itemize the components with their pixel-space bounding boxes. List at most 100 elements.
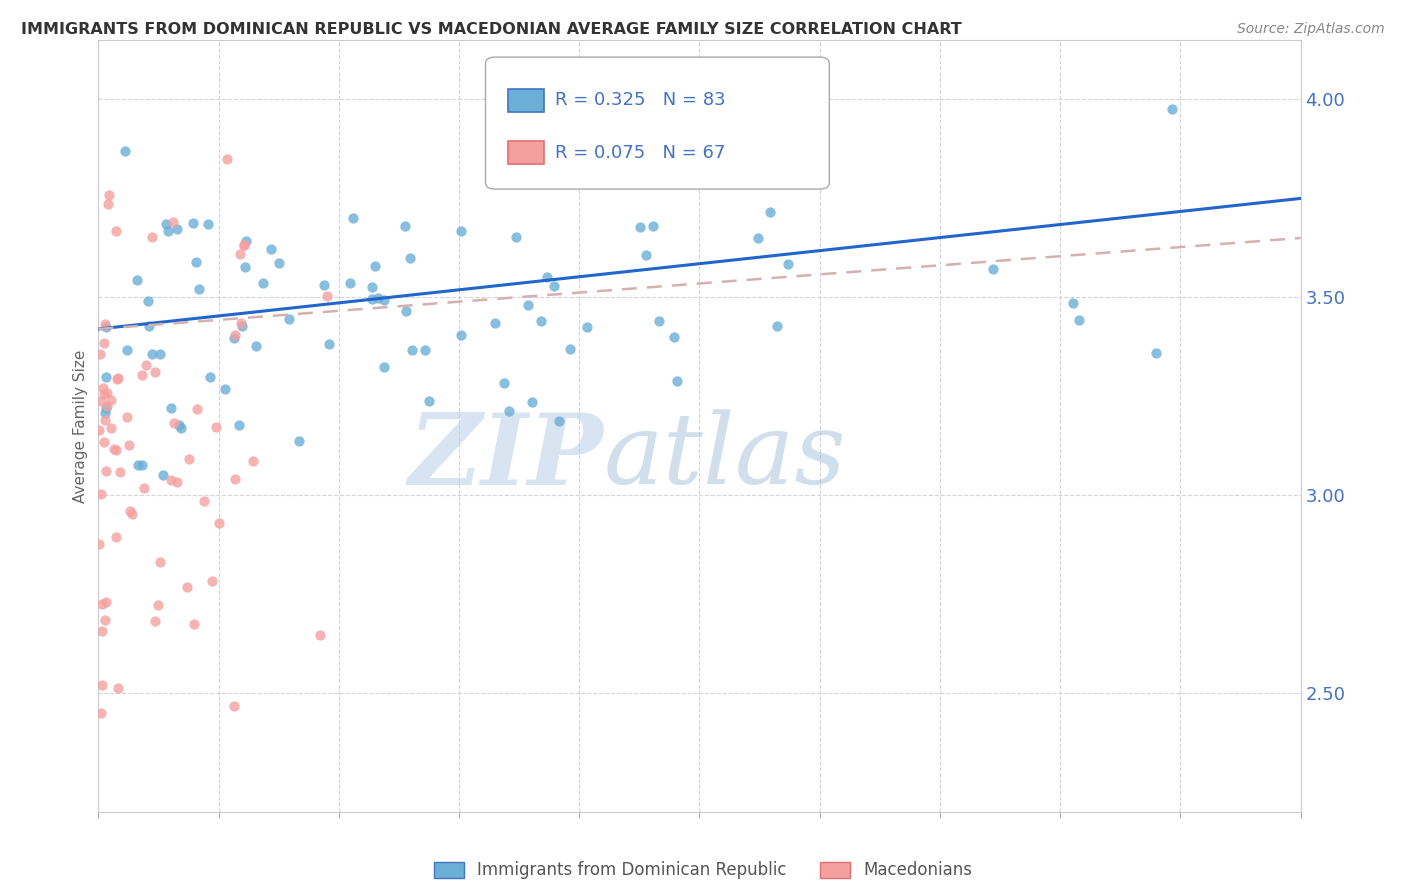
Point (1062, 295, 1084, 310)
Point (131, 368, 153, 383)
Point (339, 276, 361, 290)
Point (170, 421, 193, 435)
Point (197, 218, 219, 232)
Point (94, 369, 117, 384)
Point (186, 255, 208, 269)
Point (233, 260, 256, 274)
Legend: Immigrants from Dominican Republic, Macedonians: Immigrants from Dominican Republic, Mace… (433, 861, 973, 880)
Point (118, 504, 141, 518)
Point (97, 196, 120, 211)
Point (127, 458, 149, 473)
Point (232, 238, 254, 252)
FancyBboxPatch shape (509, 88, 544, 112)
Point (229, 316, 252, 330)
Point (228, 418, 250, 433)
Point (636, 248, 658, 262)
Point (235, 234, 257, 248)
Point (181, 216, 204, 230)
Point (505, 230, 527, 244)
Point (394, 219, 416, 233)
Point (160, 473, 183, 487)
Point (103, 442, 125, 457)
Point (498, 404, 520, 418)
Point (224, 328, 246, 343)
Point (107, 371, 129, 385)
Point (342, 211, 364, 225)
Point (141, 230, 163, 244)
Point (90, 394, 112, 409)
Point (231, 318, 253, 333)
Point (148, 598, 170, 612)
Point (222, 698, 245, 713)
Point (94, 595, 117, 609)
Point (664, 329, 686, 343)
Point (983, 261, 1005, 276)
Point (318, 337, 340, 351)
Point (308, 627, 330, 641)
Point (224, 472, 246, 486)
Point (104, 530, 127, 544)
Text: atlas: atlas (603, 409, 846, 505)
Point (90, 678, 112, 692)
Point (666, 374, 689, 388)
Point (94, 413, 117, 427)
Point (747, 231, 769, 245)
Point (138, 318, 160, 333)
Point (89, 537, 111, 551)
Point (100, 393, 122, 408)
Point (138, 293, 160, 308)
Point (96, 400, 118, 414)
Point (316, 289, 339, 303)
Point (201, 574, 224, 588)
Point (183, 617, 205, 632)
Point (778, 257, 800, 271)
Point (93, 434, 115, 449)
Point (288, 434, 311, 448)
Point (395, 304, 418, 318)
Point (145, 614, 167, 628)
Point (1067, 313, 1090, 327)
Point (131, 458, 153, 472)
Point (90, 624, 112, 639)
Point (167, 417, 190, 432)
Point (90, 487, 112, 501)
Text: R = 0.075   N = 67: R = 0.075 N = 67 (555, 144, 725, 161)
Point (484, 316, 506, 330)
Text: ZIP: ZIP (408, 409, 603, 505)
Point (360, 280, 382, 294)
Point (492, 376, 515, 391)
Point (233, 238, 256, 252)
Point (93, 386, 115, 401)
Point (450, 224, 472, 238)
Point (98, 188, 121, 202)
Point (87, 423, 110, 437)
Point (242, 453, 264, 467)
Point (121, 507, 143, 521)
Point (89, 346, 111, 360)
Point (516, 298, 538, 312)
Point (200, 370, 222, 384)
Point (93, 336, 115, 351)
Point (360, 293, 382, 307)
Point (214, 382, 236, 396)
Point (188, 282, 211, 296)
Point (1144, 346, 1167, 360)
Point (217, 152, 239, 166)
Point (176, 580, 198, 594)
Point (252, 276, 274, 290)
Point (179, 451, 201, 466)
Point (156, 224, 179, 238)
Point (1161, 102, 1184, 116)
Point (114, 144, 136, 158)
Point (94, 401, 117, 415)
Point (166, 475, 188, 490)
Point (94, 406, 117, 420)
Point (117, 343, 139, 358)
Point (208, 516, 231, 530)
Point (105, 442, 128, 457)
Point (96, 385, 118, 400)
Point (90, 597, 112, 611)
Point (530, 314, 553, 328)
Point (373, 293, 395, 307)
Point (163, 416, 186, 430)
